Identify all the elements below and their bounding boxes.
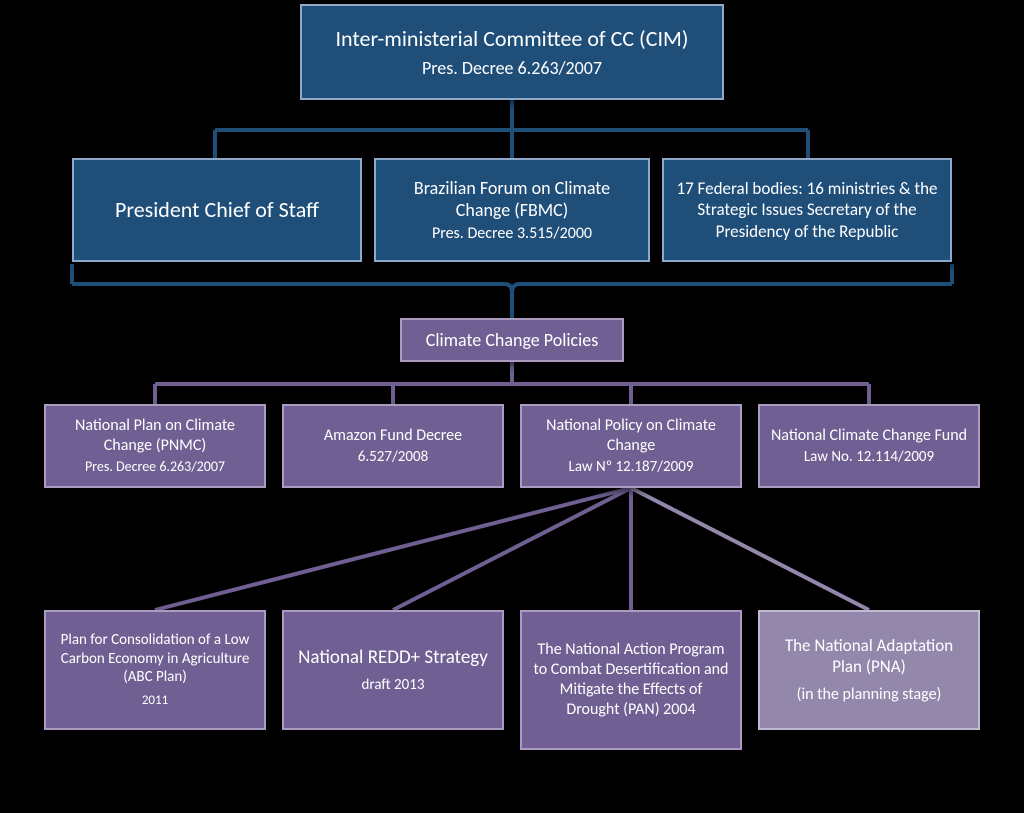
node-pan: The National Action Program to Combat De… bbox=[520, 610, 742, 750]
npcc-title: National Policy on Climate Change bbox=[532, 416, 730, 456]
redd-subtitle: draft 2013 bbox=[362, 676, 425, 695]
npcc-subtitle: Law Nº 12.187/2009 bbox=[569, 458, 694, 477]
pna-title: The National Adaptation Plan (PNA) bbox=[770, 635, 968, 678]
node-fbmc: Brazilian Forum on Climate Change (FBMC)… bbox=[374, 158, 650, 262]
node-pna: The National Adaptation Plan (PNA) (in t… bbox=[758, 610, 980, 730]
amazon-subtitle: 6.527/2008 bbox=[358, 448, 428, 467]
node-abc-plan: Plan for Consolidation of a Low Carbon E… bbox=[44, 610, 266, 730]
pna-subtitle: (in the planning stage) bbox=[797, 685, 942, 705]
amazon-title: Amazon Fund Decree bbox=[324, 426, 462, 446]
abc-subtitle: 2011 bbox=[142, 693, 168, 709]
cim-subtitle: Pres. Decree 6.263/2007 bbox=[422, 57, 602, 80]
pnmc-title: National Plan on Climate Change (PNMC) bbox=[56, 416, 254, 456]
node-pnmc: National Plan on Climate Change (PNMC) P… bbox=[44, 404, 266, 488]
fbmc-subtitle: Pres. Decree 3.515/2000 bbox=[432, 224, 592, 244]
fund-title: National Climate Change Fund bbox=[771, 426, 967, 446]
node-cim: Inter-ministerial Committee of CC (CIM) … bbox=[300, 4, 724, 100]
chief-title: President Chief of Staff bbox=[115, 196, 319, 224]
pnmc-subtitle: Pres. Decree 6.263/2007 bbox=[85, 458, 225, 476]
node-redd-strategy: National REDD+ Strategy draft 2013 bbox=[282, 610, 504, 730]
cim-title: Inter-ministerial Committee of CC (CIM) bbox=[336, 25, 689, 53]
fbmc-title: Brazilian Forum on Climate Change (FBMC) bbox=[386, 177, 638, 222]
fund-subtitle: Law No. 12.114/2009 bbox=[804, 448, 934, 467]
node-climate-fund: National Climate Change Fund Law No. 12.… bbox=[758, 404, 980, 488]
node-chief-of-staff: President Chief of Staff bbox=[72, 158, 362, 262]
federal-title: 17 Federal bodies: 16 ministries & the S… bbox=[674, 178, 940, 242]
node-amazon-fund: Amazon Fund Decree 6.527/2008 bbox=[282, 404, 504, 488]
node-federal-bodies: 17 Federal bodies: 16 ministries & the S… bbox=[662, 158, 952, 262]
policies-title: Climate Change Policies bbox=[426, 329, 598, 352]
node-climate-policies: Climate Change Policies bbox=[400, 318, 624, 362]
pan-title: The National Action Program to Combat De… bbox=[532, 640, 730, 720]
redd-title: National REDD+ Strategy bbox=[298, 646, 488, 670]
node-npcc: National Policy on Climate Change Law Nº… bbox=[520, 404, 742, 488]
abc-title: Plan for Consolidation of a Low Carbon E… bbox=[56, 631, 254, 687]
